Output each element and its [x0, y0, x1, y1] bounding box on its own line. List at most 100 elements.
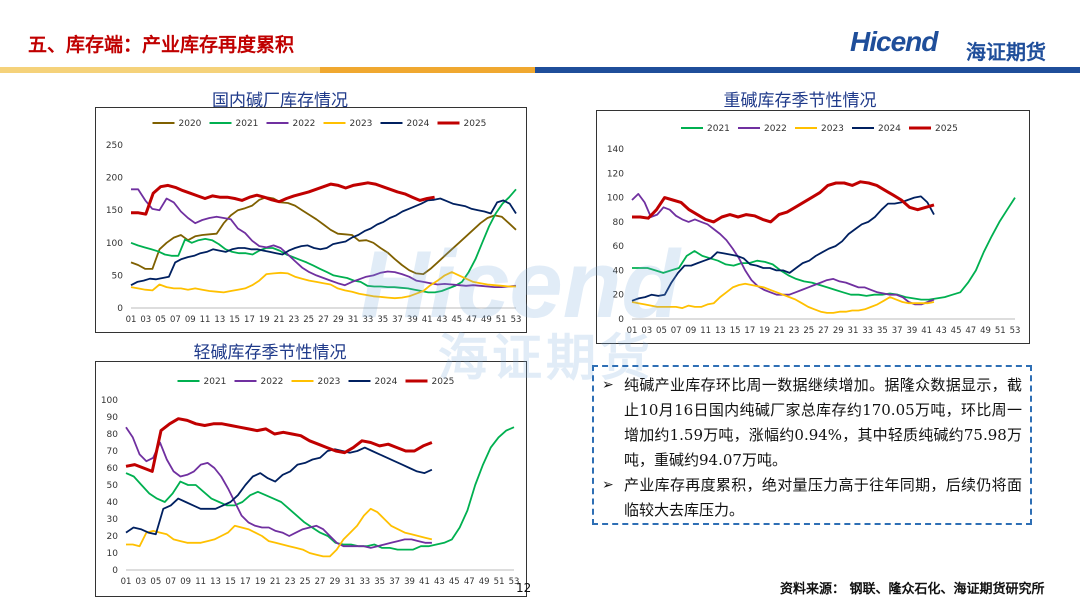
y-tick-label: 0 [117, 304, 123, 314]
x-tick-label: 25 [303, 315, 314, 325]
x-tick-label: 41 [419, 577, 430, 587]
x-tick-label: 03 [140, 315, 151, 325]
y-tick-label: 250 [106, 141, 123, 151]
legend-label-2020: 2020 [179, 119, 202, 129]
x-tick-label: 41 [921, 326, 932, 336]
x-tick-label: 27 [818, 326, 829, 336]
x-tick-label: 19 [759, 326, 770, 336]
series-line-2023 [126, 507, 433, 558]
x-tick-label: 35 [374, 577, 385, 587]
note-item: ➢ 产业库存再度累积，绝对量压力高于往年同期，后续仍将面临较大去库压力。 [602, 473, 1022, 523]
y-tick-label: 0 [112, 566, 118, 576]
legend-label-2022: 2022 [261, 377, 284, 387]
x-tick-label: 45 [951, 326, 962, 336]
company-logo: Hicend 海证期货 [850, 22, 1065, 64]
y-tick-label: 100 [607, 194, 624, 204]
page-title: 五、库存端：产业库存再度累积 [28, 34, 295, 56]
series-line-2020 [130, 196, 517, 276]
x-tick-label: 05 [150, 577, 161, 587]
y-tick-label: 200 [106, 174, 123, 184]
bullet-arrow-icon: ➢ [602, 477, 614, 493]
legend-label-2024: 2024 [407, 119, 430, 129]
x-tick-label: 23 [285, 577, 296, 587]
notes-box: ➢ 纯碱产业库存环比周一数据继续增加。据隆众数据显示，截止10月16日国内纯碱厂… [592, 365, 1032, 525]
y-tick-label: 150 [106, 206, 123, 216]
series-line-2025 [125, 417, 433, 473]
legend-label-2025: 2025 [935, 124, 958, 134]
x-tick-label: 13 [210, 577, 221, 587]
x-tick-label: 49 [980, 326, 991, 336]
x-tick-label: 21 [270, 577, 281, 587]
bullet-arrow-icon: ➢ [602, 377, 614, 393]
series-line-2024 [631, 195, 935, 302]
x-tick-label: 15 [225, 577, 236, 587]
x-tick-label: 37 [392, 315, 403, 325]
x-tick-label: 23 [288, 315, 299, 325]
x-tick-label: 29 [330, 577, 341, 587]
y-tick-label: 70 [107, 447, 119, 457]
y-tick-label: 60 [613, 242, 625, 252]
chart3-panel: 0 10 20 30 40 50 60 70 80 90 100 01 03 05 07 09 11 13 15 17… [95, 361, 527, 597]
x-tick-label: 39 [404, 577, 415, 587]
x-tick-label: 31 [348, 315, 359, 325]
x-tick-label: 25 [803, 326, 814, 336]
series-line-2024 [130, 197, 517, 286]
y-tick-label: 20 [107, 532, 119, 542]
y-tick-label: 0 [618, 315, 624, 325]
x-tick-label: 53 [511, 315, 522, 325]
source-note: 资料来源： 钢联、隆众石化、海证期货研究所 [780, 582, 1045, 597]
legend-label-2024: 2024 [375, 377, 398, 387]
series-line-2025 [632, 180, 935, 224]
chart2-title: 重碱库存季节性情况 [723, 91, 877, 111]
x-tick-label: 29 [333, 315, 344, 325]
legend-label-2024: 2024 [878, 124, 901, 134]
logo-text-en: Hicend [850, 26, 938, 57]
legend-label-2023: 2023 [350, 119, 373, 129]
series-line-2021 [632, 197, 1016, 301]
x-tick-label: 45 [451, 315, 462, 325]
series-line-2023 [130, 271, 516, 300]
x-tick-label: 13 [715, 326, 726, 336]
x-tick-label: 33 [363, 315, 374, 325]
x-tick-label: 49 [481, 315, 492, 325]
header-band [0, 67, 1080, 73]
y-tick-label: 120 [607, 169, 624, 179]
x-tick-label: 05 [155, 315, 166, 325]
x-tick-label: 39 [407, 315, 418, 325]
x-tick-label: 11 [200, 315, 211, 325]
y-tick-label: 100 [106, 239, 123, 249]
legend-label-2023: 2023 [318, 377, 341, 387]
x-tick-label: 49 [479, 577, 490, 587]
x-tick-label: 43 [936, 326, 947, 336]
x-tick-label: 01 [627, 326, 638, 336]
note-text: 纯碱产业库存环比周一数据继续增加。据隆众数据显示，截止10月16日国内纯碱厂家总… [624, 376, 1022, 469]
x-tick-label: 27 [318, 315, 329, 325]
x-tick-label: 37 [389, 577, 400, 587]
x-tick-label: 21 [774, 326, 785, 336]
x-tick-label: 03 [136, 577, 147, 587]
y-tick-label: 10 [107, 549, 119, 559]
x-tick-label: 15 [229, 315, 240, 325]
x-tick-label: 43 [437, 315, 448, 325]
x-tick-label: 09 [185, 315, 196, 325]
x-tick-label: 31 [344, 577, 355, 587]
legend-label-2023: 2023 [821, 124, 844, 134]
chart2-panel: 0 20 40 60 80 100 120 140 01 03 05 07 09 11 13 15 17 19 21… [596, 110, 1030, 344]
legend-label-2025: 2025 [432, 377, 455, 387]
y-tick-label: 80 [107, 430, 119, 440]
x-tick-label: 15 [730, 326, 741, 336]
series-line-2021 [130, 188, 517, 294]
note-text: 产业库存再度累积，绝对量压力高于往年同期，后续仍将面临较大去库压力。 [624, 476, 1022, 519]
series-line-2024 [125, 446, 433, 536]
legend-label-2022: 2022 [764, 124, 787, 134]
x-tick-label: 03 [641, 326, 652, 336]
y-tick-label: 60 [107, 464, 119, 474]
x-tick-label: 09 [686, 326, 697, 336]
chart1-title: 国内碱厂库存情况 [212, 91, 348, 111]
x-tick-label: 31 [848, 326, 859, 336]
x-tick-label: 51 [995, 326, 1006, 336]
x-tick-label: 11 [700, 326, 711, 336]
y-tick-label: 80 [613, 218, 625, 228]
series-line-2023 [631, 282, 935, 314]
x-tick-label: 33 [359, 577, 370, 587]
